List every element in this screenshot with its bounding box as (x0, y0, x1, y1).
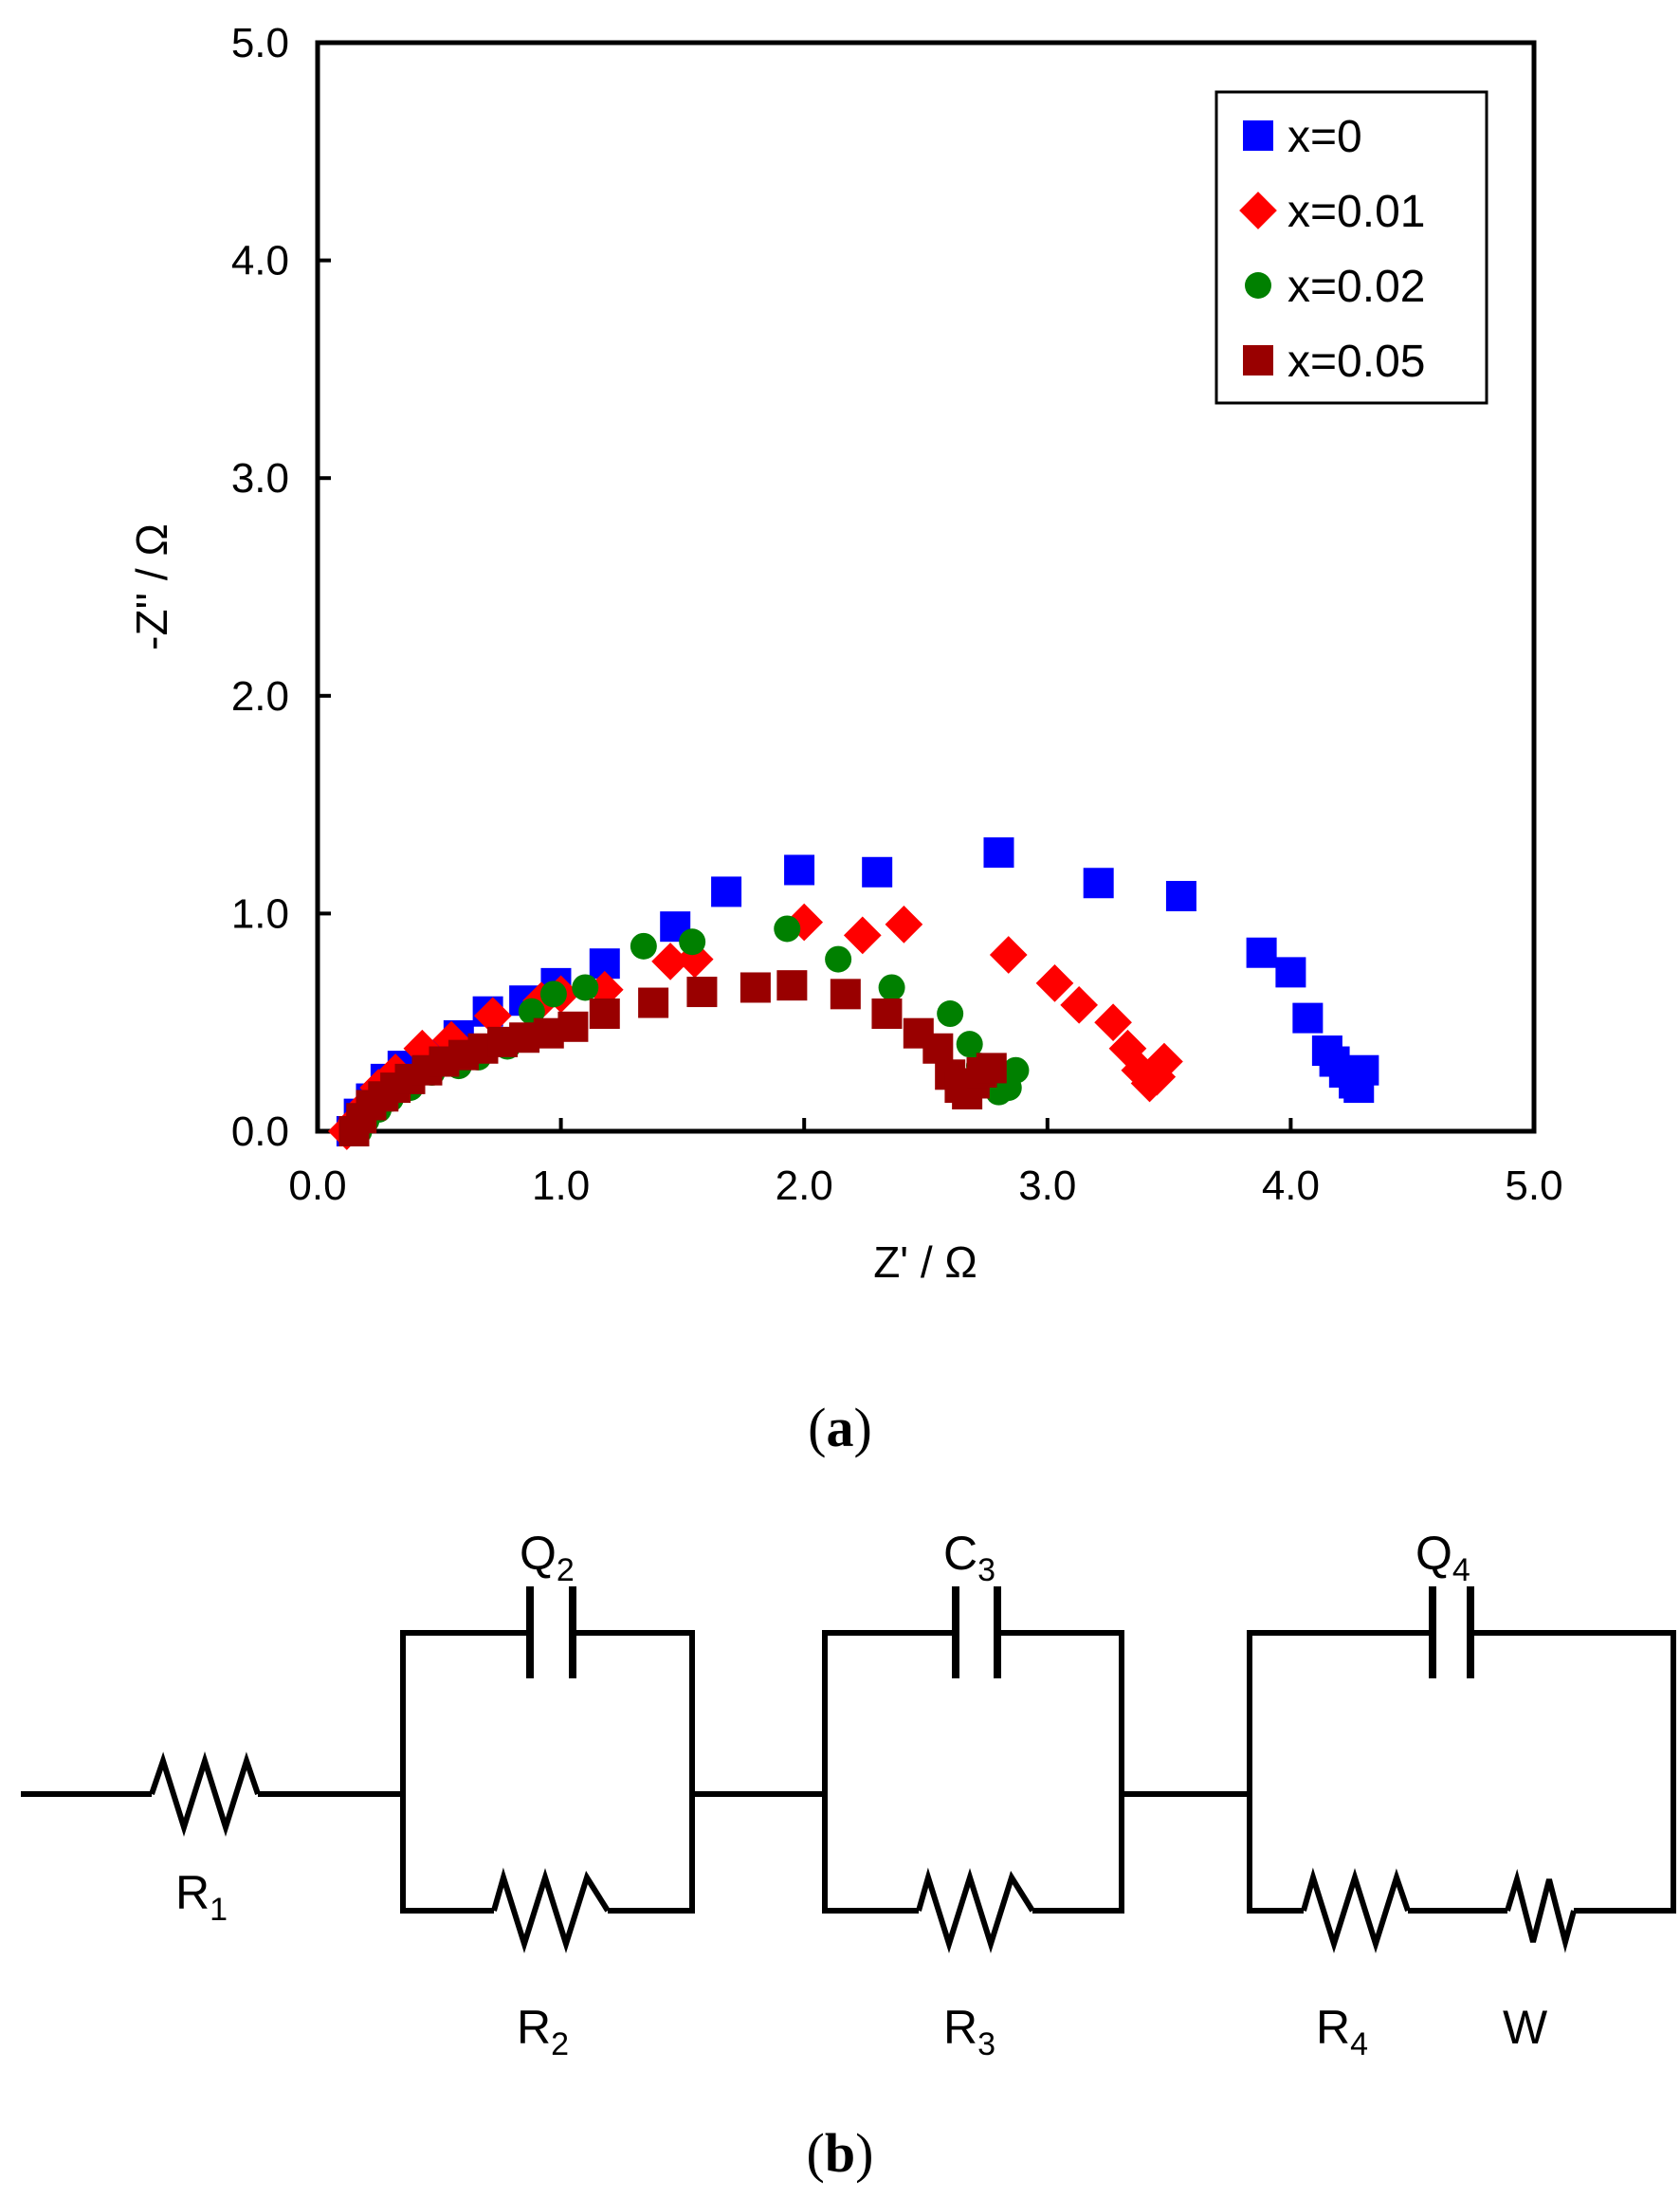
data-point (878, 974, 905, 1001)
data-point (1060, 985, 1098, 1024)
legend-label: x=0.05 (1287, 337, 1425, 387)
label-w: W (1503, 2001, 1548, 2054)
label-r4: R4 (1316, 2001, 1368, 2062)
legend-marker (1243, 345, 1273, 375)
data-point (557, 1011, 589, 1042)
legend-label: x=0 (1287, 112, 1362, 162)
y-tick-label: 2.0 (231, 673, 289, 720)
data-point (473, 997, 512, 1035)
data-point (539, 980, 567, 1008)
data-point (1145, 1042, 1183, 1081)
series-x=0.05 (338, 970, 1007, 1146)
data-point (976, 1053, 1007, 1084)
resistor-r4 (1301, 1867, 1411, 1954)
panel-a-label: a (827, 1397, 854, 1458)
y-tick-label: 0.0 (231, 1108, 289, 1155)
data-point (1275, 957, 1306, 988)
data-point (1094, 1003, 1132, 1042)
data-point (937, 1000, 964, 1028)
data-point (740, 972, 771, 1003)
data-point (843, 916, 882, 955)
label-r2: R2 (517, 2001, 569, 2062)
data-point (871, 998, 903, 1030)
data-point (1002, 1056, 1030, 1084)
x-tick-label: 5.0 (1505, 1163, 1562, 1209)
data-point (638, 987, 669, 1018)
data-point (1035, 964, 1074, 1002)
data-point (651, 943, 689, 980)
label-r1: R1 (175, 1866, 228, 1928)
block3-wire (822, 1630, 952, 1914)
x-tick-label: 3.0 (1018, 1163, 1076, 1209)
data-point (956, 1031, 983, 1058)
label-c3: C3 (943, 1527, 995, 1588)
resistor-r2 (491, 1867, 611, 1954)
legend-marker (1239, 192, 1277, 229)
data-point (630, 932, 657, 960)
data-point (922, 1033, 954, 1064)
x-axis-ticks: 0.0 1.0 2.0 3.0 4.0 5.0 (288, 1118, 1563, 1209)
panel-a-caption: (a) (808, 1397, 872, 1458)
label-q2: Q2 (520, 1527, 575, 1588)
data-point (885, 906, 923, 943)
data-point (1246, 937, 1277, 968)
equivalent-circuit: R1 Q2 R2 C3 R3 Q4 R4 W (21, 1527, 1676, 2062)
legend-label: x=0.01 (1287, 187, 1425, 237)
y-axis-label: -Z'' / Ω (127, 523, 176, 650)
data-point (862, 856, 893, 888)
x-tick-label: 2.0 (776, 1163, 833, 1209)
data-points (327, 837, 1379, 1150)
data-point (1165, 881, 1196, 912)
block2-wire (400, 1630, 526, 1914)
data-point (1083, 868, 1114, 899)
block4-wire (1247, 1630, 1429, 1914)
x-tick-label: 1.0 (532, 1163, 590, 1209)
block2-wire-right (576, 1630, 695, 1914)
data-point (679, 928, 706, 956)
nyquist-chart: 0.0 1.0 2.0 3.0 4.0 5.0 0.0 1.0 2.0 3.0 4.0 5.0 Z'… (127, 20, 1563, 1287)
data-point (784, 854, 815, 886)
legend: x=0 x=0.01 x=0.02 x=0.05 (1214, 90, 1488, 405)
y-tick-label: 3.0 (231, 455, 289, 502)
y-axis-ticks: 0.0 1.0 2.0 3.0 4.0 5.0 (231, 20, 331, 1155)
panel-b-caption: (b) (807, 2122, 874, 2184)
y-tick-label: 5.0 (231, 20, 289, 66)
data-point (776, 970, 808, 1001)
block4-wire-right (1474, 1630, 1676, 1914)
resistor-r3 (916, 1867, 1035, 1954)
block3-wire-right (1001, 1630, 1124, 1914)
data-point (785, 903, 824, 942)
resistor-r1 (149, 1750, 261, 1838)
data-point (983, 837, 1014, 869)
y-tick-label: 1.0 (231, 890, 289, 937)
data-point (686, 977, 718, 1008)
x-axis-label: Z' / Ω (873, 1237, 977, 1287)
svg-text:(b): (b) (807, 2122, 874, 2184)
y-tick-label: 4.0 (231, 238, 289, 284)
data-point (1343, 1072, 1375, 1104)
x-tick-label: 0.0 (288, 1163, 346, 1209)
label-r3: R3 (943, 2001, 995, 2062)
warburg-w (1505, 1868, 1577, 1953)
data-point (432, 1020, 470, 1059)
data-point (1292, 1002, 1324, 1034)
data-point (830, 979, 861, 1010)
data-point (589, 998, 620, 1030)
data-point (774, 915, 801, 943)
legend-label: x=0.02 (1287, 262, 1425, 312)
svg-text:(a): (a) (808, 1397, 872, 1458)
panel-b-label: b (825, 2122, 855, 2184)
data-point (711, 876, 742, 907)
data-point (825, 945, 852, 973)
legend-marker (1243, 120, 1273, 151)
x-tick-label: 4.0 (1262, 1163, 1320, 1209)
data-point (989, 936, 1028, 974)
label-q4: Q4 (1415, 1527, 1470, 1588)
data-point (572, 974, 599, 1001)
legend-marker (1245, 272, 1271, 299)
